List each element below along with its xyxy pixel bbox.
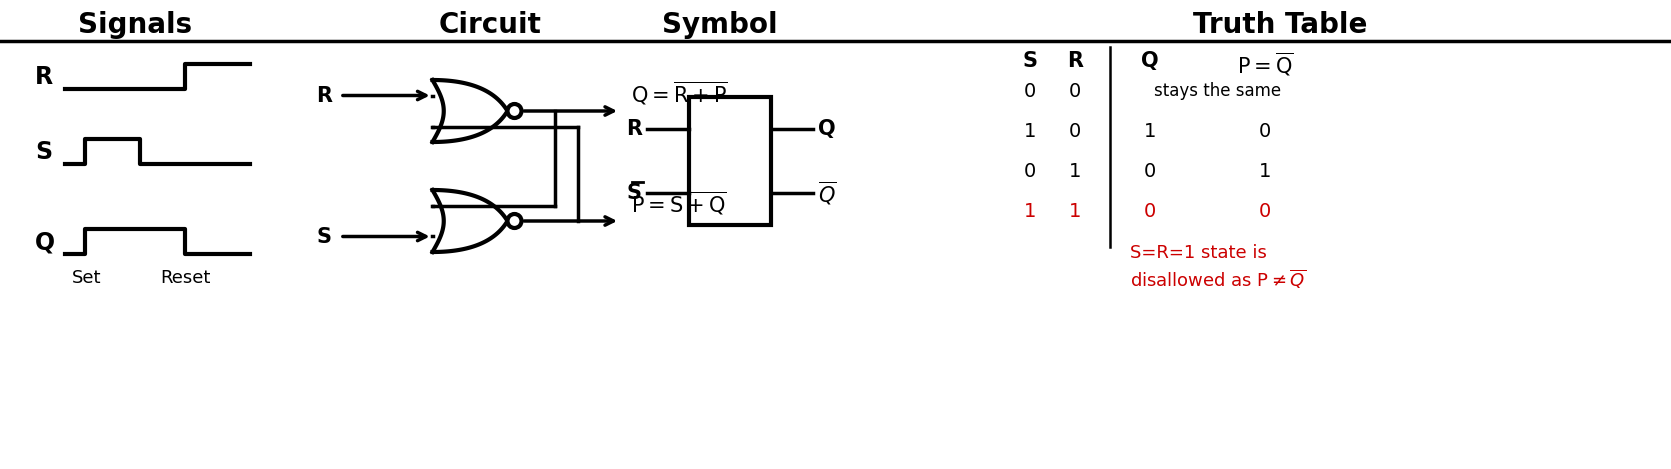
Text: 1: 1 (1258, 161, 1272, 181)
Circle shape (508, 104, 521, 118)
Text: S=R=1 state is: S=R=1 state is (1130, 244, 1267, 262)
Text: 1: 1 (1069, 161, 1081, 181)
Text: Reset: Reset (160, 269, 211, 287)
Text: disallowed as P$\neq\overline{Q}$: disallowed as P$\neq\overline{Q}$ (1130, 268, 1307, 291)
Text: $\mathrm{P = \overline{S+Q}}$: $\mathrm{P = \overline{S+Q}}$ (632, 189, 727, 217)
Text: 1: 1 (1145, 121, 1156, 141)
Text: 1: 1 (1069, 202, 1081, 220)
Text: R: R (316, 85, 333, 106)
Text: 0: 0 (1069, 82, 1081, 100)
Text: $\mathrm{P{=}\overline{Q}}$: $\mathrm{P{=}\overline{Q}}$ (1237, 51, 1293, 78)
Text: stays the same: stays the same (1155, 82, 1282, 100)
Text: S: S (627, 183, 642, 203)
Text: Set: Set (72, 269, 102, 287)
Text: Q: Q (1141, 51, 1158, 71)
Text: Signals: Signals (79, 11, 192, 39)
Bar (688, 97, 770, 225)
Text: $\overline{Q}$: $\overline{Q}$ (819, 179, 837, 207)
Text: $\mathrm{Q = \overline{R+P}}$: $\mathrm{Q = \overline{R+P}}$ (632, 80, 729, 107)
Text: S: S (35, 140, 52, 164)
Text: 0: 0 (1069, 121, 1081, 141)
Text: 0: 0 (1145, 202, 1156, 220)
Text: S: S (317, 227, 333, 247)
Circle shape (508, 214, 521, 228)
Text: Circuit: Circuit (438, 11, 541, 39)
Text: 1: 1 (1024, 121, 1036, 141)
Text: Truth Table: Truth Table (1193, 11, 1367, 39)
Text: 0: 0 (1145, 161, 1156, 181)
Text: 0: 0 (1024, 161, 1036, 181)
Text: 0: 0 (1258, 202, 1272, 220)
Text: R: R (1068, 51, 1083, 71)
Text: Q: Q (819, 119, 836, 139)
Text: Q: Q (35, 230, 55, 254)
Text: 0: 0 (1258, 121, 1272, 141)
Text: S: S (1023, 51, 1038, 71)
Text: R: R (35, 65, 53, 89)
Text: 1: 1 (1024, 202, 1036, 220)
Text: R: R (627, 119, 642, 139)
Text: Symbol: Symbol (662, 11, 777, 39)
Text: 0: 0 (1024, 82, 1036, 100)
